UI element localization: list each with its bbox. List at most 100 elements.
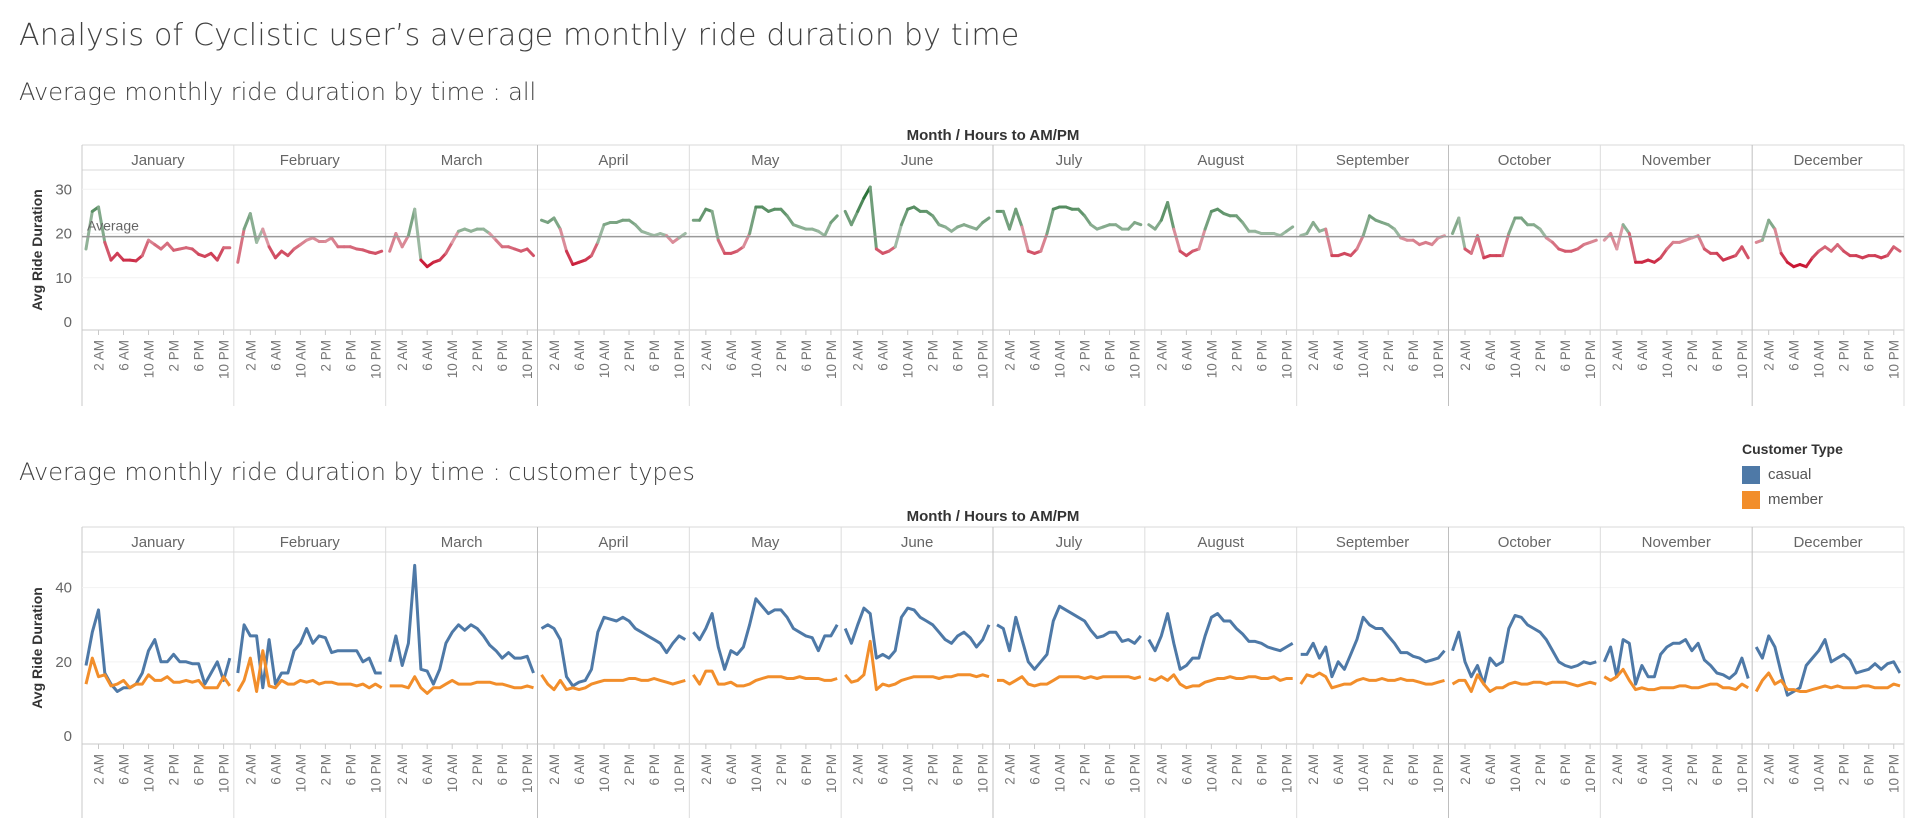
line-segment-june xyxy=(843,209,853,227)
x-tick-label: 6 PM xyxy=(951,754,966,786)
line-segment-december xyxy=(1773,227,1783,255)
line-segment-november xyxy=(1627,232,1638,264)
x-tick-label: 10 PM xyxy=(1583,754,1598,793)
x-tick-label: 6 AM xyxy=(1179,340,1194,371)
line-segment-december xyxy=(1829,243,1839,253)
x-tick-label: 10 AM xyxy=(1053,754,1068,792)
x-tick-label: 2 PM xyxy=(1837,754,1852,786)
x-tick-label: 2 AM xyxy=(395,754,410,785)
month-header-july: July xyxy=(1056,534,1083,551)
x-tick-label: 2 AM xyxy=(243,340,258,371)
x-tick-label: 6 PM xyxy=(799,340,814,372)
line-segment-september xyxy=(1324,227,1334,258)
x-tick-label: 2 AM xyxy=(395,340,410,371)
x-tick-label: 10 PM xyxy=(368,340,383,379)
x-tick-label: 2 AM xyxy=(92,754,107,785)
x-tick-label: 10 PM xyxy=(1279,340,1294,379)
x-tick-label: 6 PM xyxy=(495,754,510,786)
x-tick-label: 2 PM xyxy=(926,340,941,372)
x-tick-label: 10 PM xyxy=(1583,340,1598,379)
line-segment-august xyxy=(1159,201,1170,222)
line-segment-july xyxy=(1014,207,1024,229)
line-segment-september xyxy=(1311,221,1321,233)
line-segment-january xyxy=(103,240,113,262)
line-member-february xyxy=(236,649,383,693)
line-segment-october xyxy=(1451,216,1461,235)
x-tick-label: 10 AM xyxy=(1204,340,1219,378)
line-segment-may xyxy=(710,209,720,242)
line-segment-january xyxy=(140,238,150,258)
x-tick-label: 10 AM xyxy=(1204,754,1219,792)
line-segment-october xyxy=(1588,238,1598,244)
x-tick-label: 10 PM xyxy=(1887,340,1902,379)
line-segment-november xyxy=(1659,247,1669,260)
line-member-october xyxy=(1451,673,1597,693)
line-member-november xyxy=(1603,667,1749,692)
x-tick-label: 10 AM xyxy=(597,754,612,792)
line-casual-february xyxy=(236,623,382,690)
line-segment-may xyxy=(716,238,727,255)
line-segment-november xyxy=(1715,251,1725,262)
x-tick-label: 10 AM xyxy=(445,754,460,792)
legend-item-member[interactable]: member xyxy=(1742,487,1843,512)
line-segment-april xyxy=(565,249,575,266)
line-segment-august xyxy=(1241,221,1251,233)
line-segment-december xyxy=(1779,251,1789,264)
x-tick-label: 2 AM xyxy=(1762,340,1777,371)
line-segment-may xyxy=(779,207,789,218)
line-segment-december xyxy=(1804,256,1814,269)
month-header-january: January xyxy=(131,152,185,169)
x-tick-label: 2 PM xyxy=(470,340,485,372)
line-segment-june xyxy=(981,216,991,224)
x-tick-label: 2 AM xyxy=(243,754,258,785)
month-header-december: December xyxy=(1793,152,1862,169)
x-tick-label: 10 AM xyxy=(1812,340,1827,378)
x-tick-label: 2 PM xyxy=(318,340,333,372)
x-tick-label: 6 AM xyxy=(572,340,587,371)
line-segment-june xyxy=(856,196,866,213)
x-tick-label: 2 PM xyxy=(1078,754,1093,786)
line-segment-march xyxy=(400,234,410,249)
x-tick-label: 6 PM xyxy=(1103,340,1118,372)
line-segment-march xyxy=(525,247,535,258)
month-header-april: April xyxy=(598,152,628,169)
x-tick-label: 2 PM xyxy=(622,754,637,786)
line-segment-august xyxy=(1153,218,1163,231)
x-tick-label: 6 AM xyxy=(724,340,739,371)
x-tick-label: 10 AM xyxy=(749,754,764,792)
x-tick-label: 6 PM xyxy=(647,754,662,786)
line-segment-april xyxy=(596,223,606,244)
line-member-december xyxy=(1754,671,1901,693)
x-tick-label: 6 AM xyxy=(1635,340,1650,371)
line-segment-may xyxy=(741,232,752,249)
legend-label-member: member xyxy=(1768,491,1824,508)
line-segment-august xyxy=(1203,209,1213,231)
line-segment-july xyxy=(1083,214,1093,227)
x-tick-label: 10 AM xyxy=(901,340,916,378)
x-tick-label: 10 AM xyxy=(1812,754,1827,792)
x-tick-label: 6 AM xyxy=(420,340,435,371)
x-tick-label: 2 PM xyxy=(1533,340,1548,372)
series-member xyxy=(84,639,1901,695)
x-tick-label: 6 AM xyxy=(1483,340,1498,371)
x-tick-label: 2 PM xyxy=(774,340,789,372)
x-tick-label: 2 PM xyxy=(167,754,182,786)
y-tick-label: 40 xyxy=(55,580,72,597)
x-tick-label: 10 PM xyxy=(368,754,383,793)
line-casual-september xyxy=(1300,615,1446,679)
month-header-february: February xyxy=(280,534,341,551)
line-segment-april xyxy=(590,240,600,258)
series-casual xyxy=(84,563,1902,697)
x-tick-label: 10 AM xyxy=(445,340,460,378)
x-tick-label: 6 AM xyxy=(1787,754,1802,785)
line-segment-february xyxy=(267,245,277,260)
legend-item-casual[interactable]: casual xyxy=(1742,462,1843,487)
line-segment-november xyxy=(1734,245,1744,258)
page-title: Analysis of Cyclistic user’s average mon… xyxy=(19,18,1020,53)
line-casual-november xyxy=(1602,638,1750,686)
x-tick-label: 6 PM xyxy=(1254,754,1269,786)
x-tick-label: 6 AM xyxy=(117,754,132,785)
x-tick-label: 6 AM xyxy=(572,754,587,785)
line-segment-december xyxy=(1810,249,1821,260)
month-header-august: August xyxy=(1197,534,1245,551)
